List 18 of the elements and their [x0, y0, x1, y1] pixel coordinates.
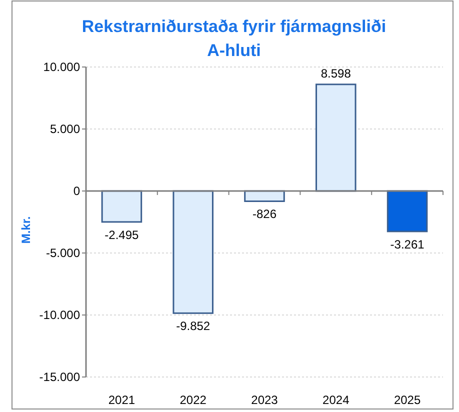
y-axis-title: M.kr.: [19, 216, 33, 244]
data-label: -2.495: [104, 228, 140, 242]
chart-title: Rekstrarniðurstaða fyrir fjármagnsliði A-hluti: [82, 17, 386, 60]
data-label: 8.598: [320, 66, 352, 80]
y-tick-label: 10.000: [43, 60, 80, 74]
data-label: -826: [252, 207, 277, 222]
x-tick-label: 2025: [394, 393, 421, 407]
x-tick-label: 2023: [251, 393, 278, 407]
data-label: -3.261: [390, 237, 425, 252]
y-tick-label: -5.000: [46, 246, 80, 260]
y-tick-label: 5.000: [50, 122, 80, 136]
data-label: -9.852: [176, 319, 210, 334]
x-tick-label: 2024: [322, 393, 350, 407]
y-tick-label: -15.000: [39, 370, 80, 384]
y-tick-label: 0: [73, 184, 80, 198]
y-tick-label: -10.000: [39, 308, 80, 322]
x-tick-label: 2021: [108, 393, 136, 407]
x-tick-label: 2022: [180, 393, 207, 407]
